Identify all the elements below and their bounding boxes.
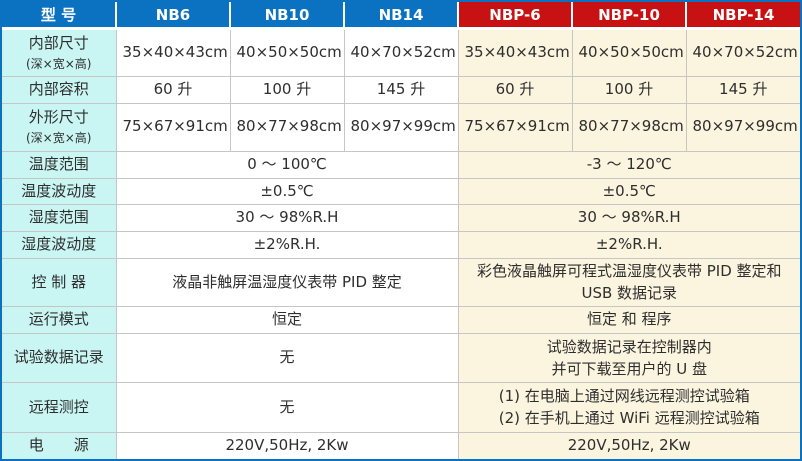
remote-control-line-2: (2) 在手机上通过 WiFi 远程测控试验箱: [498, 409, 760, 427]
cell-humidity-fluctuation-nbp: ±2%R.H.: [457, 231, 800, 259]
row-temp-fluctuation: 温度波动度 ±0.5℃ ±0.5℃: [2, 177, 800, 206]
row-label-text: 外形尺寸: [28, 108, 89, 127]
cell-controller-nbp: 彩色液晶触屏可程式温湿度仪表带 PID 整定和 USB 数据记录: [457, 257, 800, 308]
row-sublabel-text: (深×宽×高): [26, 56, 92, 71]
cell-inner-volume-nbp14: 145 升: [685, 76, 800, 104]
col-header-model-label: 型 号: [2, 2, 117, 30]
col-header-nb6: NB6: [116, 2, 231, 30]
cell-humidity-range-nbp: 30 ～ 98%R.H: [457, 204, 800, 232]
cell-humidity-range-nb: 30 ～ 98%R.H: [115, 204, 459, 232]
cell-inner-volume-nb14: 145 升: [343, 76, 459, 104]
cell-outer-size-nbp10: 80×77×98cm: [571, 102, 687, 152]
header-row: 型 号 NB6 NB10 NB14 NBP-6 NBP-10 NBP-14: [2, 2, 800, 30]
row-label-outer-size: 外形尺寸 (深×宽×高): [2, 102, 117, 152]
data-record-line-1: 试验数据记录在控制器内: [546, 338, 712, 356]
col-header-nbp10: NBP-10: [572, 2, 687, 30]
row-controller: 控 制 器 液晶非触屏温湿度仪表带 PID 整定 彩色液晶触屏可程式温湿度仪表带…: [2, 257, 800, 308]
cell-inner-volume-nbp6: 60 升: [457, 76, 573, 104]
cell-remote-control-nbp: (1) 在电脑上通过网线远程测控试验箱 (2) 在手机上通过 WiFi 远程测控…: [457, 382, 800, 433]
cell-data-record-nb: 无: [115, 333, 459, 383]
row-remote-control: 远程测控 无 (1) 在电脑上通过网线远程测控试验箱 (2) 在手机上通过 Wi…: [2, 382, 800, 433]
cell-outer-size-nb14: 80×97×99cm: [343, 102, 459, 152]
row-label-data-record: 试验数据记录: [2, 333, 117, 383]
cell-power-nb: 220V,50Hz, 2Kw: [115, 431, 459, 459]
cell-outer-size-nb10: 80×77×98cm: [229, 102, 345, 152]
cell-humidity-fluctuation-nb: ±2%R.H.: [115, 231, 459, 259]
cell-inner-volume-nb10: 100 升: [229, 76, 345, 104]
cell-outer-size-nbp6: 75×67×91cm: [457, 102, 573, 152]
cell-run-mode-nbp: 恒定 和 程序: [457, 306, 800, 334]
col-header-nb14: NB14: [344, 2, 459, 30]
cell-inner-size-nbp14: 40×70×52cm: [685, 28, 800, 77]
row-label-humidity-range: 湿度范围: [2, 204, 117, 232]
row-sublabel-text: (深×宽×高): [26, 131, 92, 146]
cell-temp-fluctuation-nbp: ±0.5℃: [457, 177, 800, 206]
col-header-nbp14: NBP-14: [686, 2, 800, 30]
cell-remote-control-nb: 无: [115, 382, 459, 433]
cell-run-mode-nb: 恒定: [115, 306, 459, 334]
cell-inner-size-nb14: 40×70×52cm: [343, 28, 459, 77]
cell-outer-size-nbp14: 80×97×99cm: [685, 102, 800, 152]
row-power: 电 源 220V,50Hz, 2Kw 220V,50Hz, 2Kw: [2, 431, 800, 459]
cell-inner-size-nbp10: 40×50×50cm: [571, 28, 687, 77]
row-run-mode: 运行模式 恒定 恒定 和 程序: [2, 306, 800, 334]
row-label-temp-fluctuation: 温度波动度: [2, 177, 117, 206]
remote-control-list: (1) 在电脑上通过网线远程测控试验箱 (2) 在手机上通过 WiFi 远程测控…: [499, 385, 760, 429]
cell-temp-range-nb: 0 ～ 100℃: [115, 150, 459, 179]
cell-inner-size-nbp6: 35×40×43cm: [457, 28, 573, 77]
cell-inner-volume-nbp10: 100 升: [571, 76, 687, 104]
row-label-temp-range: 温度范围: [2, 150, 117, 179]
row-label-inner-size: 内部尺寸 (深×宽×高): [2, 28, 117, 77]
cell-inner-size-nb6: 35×40×43cm: [115, 28, 231, 77]
row-label-inner-volume: 内部容积: [2, 76, 117, 104]
row-outer-size: 外形尺寸 (深×宽×高) 75×67×91cm 80×77×98cm 80×97…: [2, 102, 800, 152]
row-humidity-fluctuation: 湿度波动度 ±2%R.H. ±2%R.H.: [2, 231, 800, 259]
row-inner-volume: 内部容积 60 升 100 升 145 升 60 升 100 升 145 升: [2, 76, 800, 104]
cell-controller-nb: 液晶非触屏温湿度仪表带 PID 整定: [115, 257, 459, 308]
cell-outer-size-nb6: 75×67×91cm: [115, 102, 231, 152]
cell-temp-range-nbp: -3 ～ 120℃: [457, 150, 800, 179]
cell-inner-volume-nb6: 60 升: [115, 76, 231, 104]
row-humidity-range: 湿度范围 30 ～ 98%R.H 30 ～ 98%R.H: [2, 204, 800, 232]
cell-temp-fluctuation-nb: ±0.5℃: [115, 177, 459, 206]
cell-data-record-nbp: 试验数据记录在控制器内 并可下载至用户的 U 盘: [457, 333, 800, 383]
col-header-nbp6: NBP-6: [458, 2, 573, 30]
data-record-line-2: 并可下载至用户的 U 盘: [551, 360, 708, 378]
col-header-nb10: NB10: [230, 2, 345, 30]
cell-inner-size-nb10: 40×50×50cm: [229, 28, 345, 77]
row-label-power: 电 源: [2, 431, 117, 459]
cell-power-nbp: 220V,50Hz, 2Kw: [457, 431, 800, 459]
row-inner-size: 内部尺寸 (深×宽×高) 35×40×43cm 40×50×50cm 40×70…: [2, 28, 800, 77]
row-label-remote-control: 远程测控: [2, 382, 117, 433]
remote-control-line-1: (1) 在电脑上通过网线远程测控试验箱: [498, 387, 750, 405]
row-temp-range: 温度范围 0 ～ 100℃ -3 ～ 120℃: [2, 150, 800, 179]
row-label-run-mode: 运行模式: [2, 306, 117, 334]
row-data-record: 试验数据记录 无 试验数据记录在控制器内 并可下载至用户的 U 盘: [2, 333, 800, 383]
row-label-controller: 控 制 器: [2, 257, 117, 308]
row-label-humidity-fluctuation: 湿度波动度: [2, 231, 117, 259]
row-label-text: 内部尺寸: [28, 34, 89, 53]
